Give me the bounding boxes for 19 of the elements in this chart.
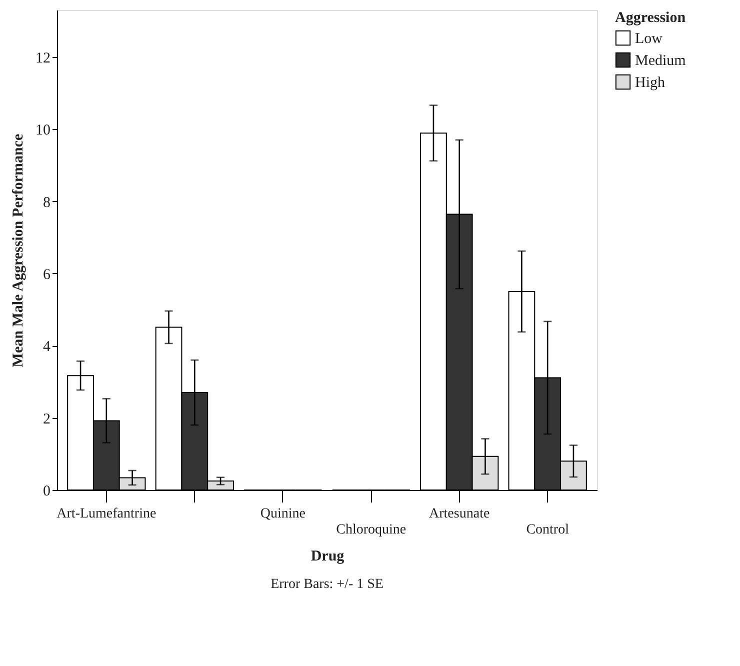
y-tick-label: 2 — [43, 411, 50, 428]
y-tick-label: 8 — [43, 194, 50, 211]
x-tick-label: Art-Lumefantrine — [56, 506, 156, 522]
x-tick-label: Artesunate — [429, 506, 490, 522]
y-axis-title: Mean Male Aggression Performance — [10, 133, 26, 368]
legend-title: Aggression — [615, 10, 686, 26]
legend-label: Low — [635, 31, 663, 47]
y-tick-label: 6 — [43, 266, 51, 283]
y-tick-label: 0 — [43, 484, 50, 500]
x-tick-label: Quinine — [260, 506, 306, 522]
x-tick-label: Control — [526, 522, 570, 538]
x-axis-title: Drug — [310, 548, 345, 564]
y-tick-label: 12 — [36, 50, 50, 66]
x-tick-label: Chloroquine — [336, 522, 406, 538]
text: Error Bars: +/- 1 SE — [270, 577, 384, 592]
legend-label: High — [635, 75, 666, 91]
y-tick-label: 4 — [43, 339, 51, 356]
y-tick-label: 10 — [36, 122, 50, 139]
legend-label: Medium — [635, 53, 686, 69]
